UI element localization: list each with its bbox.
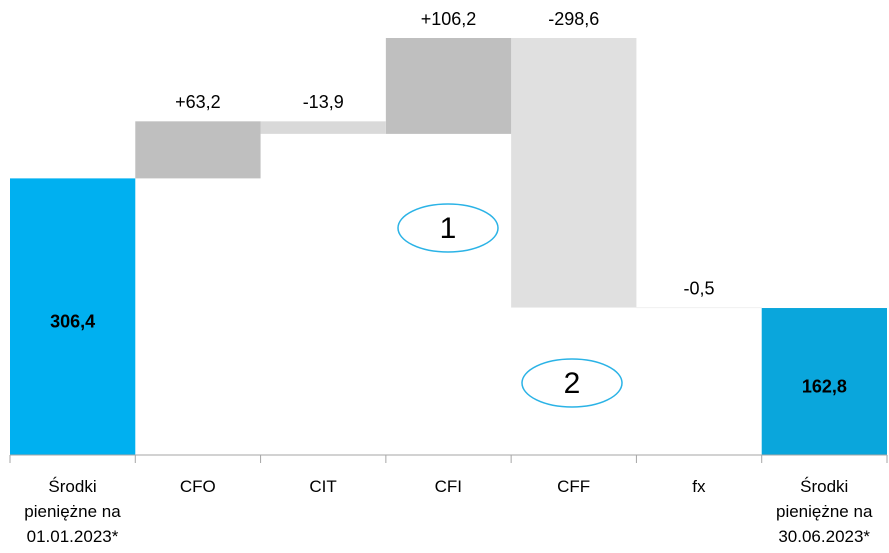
- bar: [511, 38, 637, 308]
- bar: [636, 307, 762, 309]
- x-tick-label: CIT: [309, 477, 337, 496]
- annotation-ellipse: [397, 203, 499, 253]
- value-label: 162,8: [802, 376, 847, 396]
- annotation: 2: [564, 367, 581, 400]
- x-tick-label: CFF: [557, 477, 591, 496]
- x-tick-label: CFI: [434, 477, 463, 496]
- value-label: -13,9: [303, 92, 344, 112]
- bar: [135, 121, 261, 179]
- bar: [385, 38, 512, 134]
- annotation: 1: [440, 212, 457, 245]
- x-tick-label: fx: [692, 477, 706, 496]
- x-tick-label: Środki pieniężne na 30.06.2023*: [775, 477, 873, 546]
- x-tick-label: Środki pieniężne na 01.01.2023*: [24, 477, 121, 546]
- value-label: +106,2: [421, 9, 477, 29]
- annotation-ellipse: [521, 358, 623, 408]
- value-label: +63,2: [175, 92, 221, 112]
- value-label: -0,5: [684, 278, 715, 298]
- x-tick-label: CFO: [179, 477, 216, 496]
- bar: [260, 121, 386, 134]
- value-label: -298,6: [548, 9, 599, 29]
- bar: [10, 178, 136, 455]
- value-label: 306,4: [50, 311, 95, 331]
- bar: [761, 308, 887, 455]
